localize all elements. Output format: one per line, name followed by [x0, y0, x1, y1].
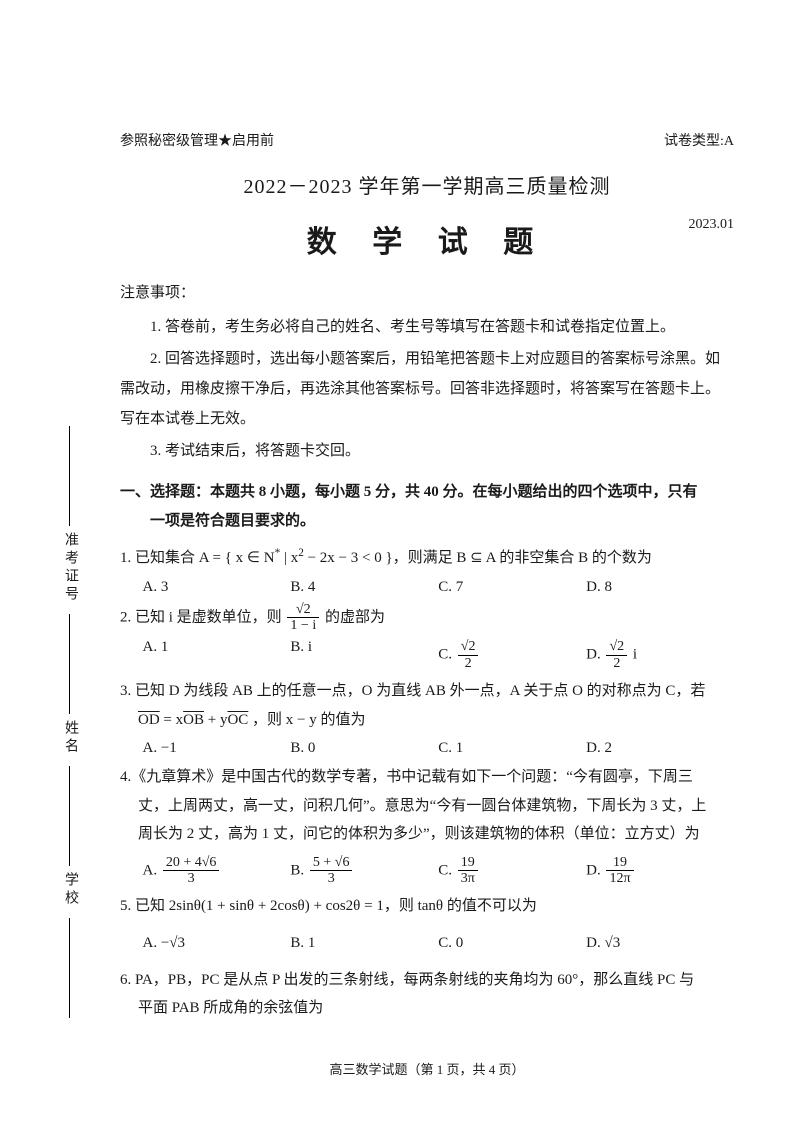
q1-stem-c: − 2x − 3 < 0 }，则满足 B ⊆ A 的非空集合 B 的个数为: [304, 550, 652, 566]
q5-opt-d: D. √3: [586, 935, 734, 952]
question-1: 1. 已知集合 A = { x ∈ N* | x2 − 2x − 3 < 0 }…: [120, 543, 734, 573]
q2-stem-a: 2. 已知 i 是虚数单位，则: [120, 609, 285, 625]
exam-title-line2: 数 学 试 题: [307, 217, 548, 261]
q3-options: A. −1 B. 0 C. 1 D. 2: [143, 740, 735, 757]
instruction-3: 3. 考试结束后，将答题卡交回。: [120, 436, 734, 466]
part-a-heading: 一、选择题：本题共 8 小题，每小题 5 分，共 40 分。在每小题给出的四个选…: [120, 478, 734, 535]
q1-opt-b: B. 4: [290, 579, 438, 596]
q2-opt-b: B. i: [290, 639, 438, 671]
exam-date: 2023.01: [689, 217, 735, 233]
q4-opt-b: B. 5 + √63: [290, 855, 438, 887]
paper-type-label: 试卷类型:A: [664, 130, 734, 150]
question-5: 5. 已知 2sinθ(1 + sinθ + 2cosθ) + cos2θ = …: [120, 892, 734, 921]
q1-stem-b: | x: [280, 550, 298, 566]
part-a-heading-l2: 一项是符合题目要求的。: [120, 507, 734, 536]
question-4: 4.《九章算术》是中国古代的数学专著，书中记载有如下一个问题：“今有圆亭，下周三…: [120, 763, 734, 849]
q2-options: A. 1 B. i C. √22 D. √22 i: [143, 639, 735, 671]
q2-frac: √21 − i: [287, 602, 319, 634]
q4-stem2: 丈，上周两丈，高一丈，问积几何”。意思为“今有一圆台体建筑物，下周长为 3 丈，…: [138, 792, 734, 821]
q2-opt-c: C. √22: [438, 639, 586, 671]
instruction-1: 1. 答卷前，考生务必将自己的姓名、考生号等填写在答题卡和试卷指定位置上。: [120, 312, 734, 342]
q5-opt-a: A. −√3: [143, 935, 291, 952]
exam-title-line1: 2022－2023 学年第一学期高三质量检测: [120, 170, 734, 199]
q3-opt-c: C. 1: [438, 740, 586, 757]
q3-stem1: 3. 已知 D 为线段 AB 上的任意一点，O 为直线 AB 外一点，A 关于点…: [120, 683, 705, 699]
q3-opt-b: B. 0: [290, 740, 438, 757]
q6-stem2: 平面 PAB 所成角的余弦值为: [138, 994, 734, 1023]
q3-opt-a: A. −1: [143, 740, 291, 757]
q1-opt-c: C. 7: [438, 579, 586, 596]
page-footer: 高三数学试题（第 1 页，共 4 页）: [120, 1059, 734, 1078]
part-a-heading-l1: 一、选择题：本题共 8 小题，每小题 5 分，共 40 分。在每小题给出的四个选…: [120, 484, 698, 500]
q2-opt-a: A. 1: [143, 639, 291, 671]
q1-opt-d: D. 8: [586, 579, 734, 596]
q1-stem-a: 1. 已知集合 A = { x ∈ N: [120, 550, 275, 566]
q4-stem1: 4.《九章算术》是中国古代的数学专著，书中记载有如下一个问题：“今有圆亭，下周三: [120, 769, 693, 785]
question-2: 2. 已知 i 是虚数单位，则 √21 − i 的虚部为: [120, 602, 734, 634]
q4-opt-c: C. 193π: [438, 855, 586, 887]
q6-stem1: 6. PA，PB，PC 是从点 P 出发的三条射线，每两条射线的夹角均为 60°…: [120, 972, 694, 988]
q2-opt-d: D. √22 i: [586, 639, 734, 671]
instruction-2: 2. 回答选择题时，选出每小题答案后，用铅笔把答题卡上对应题目的答案标号涂黑。如…: [120, 344, 734, 434]
q1-options: A. 3 B. 4 C. 7 D. 8: [143, 579, 735, 596]
q5-opt-b: B. 1: [290, 935, 438, 952]
question-3: 3. 已知 D 为线段 AB 上的任意一点，O 为直线 AB 外一点，A 关于点…: [120, 677, 734, 734]
q5-opt-c: C. 0: [438, 935, 586, 952]
q2-stem-b: 的虚部为: [325, 609, 385, 625]
q5-options: A. −√3 B. 1 C. 0 D. √3: [143, 935, 735, 952]
confidential-label: 参照秘密级管理★启用前: [120, 130, 274, 150]
question-6: 6. PA，PB，PC 是从点 P 出发的三条射线，每两条射线的夹角均为 60°…: [120, 966, 734, 1023]
q4-opt-d: D. 1912π: [586, 855, 734, 887]
q4-opt-a: A. 20 + 4√63: [143, 855, 291, 887]
q4-stem3: 周长为 2 丈，高为 1 丈，问它的体积为多少”，则该建筑物的体积（单位：立方丈…: [138, 820, 734, 849]
q4-options: A. 20 + 4√63 B. 5 + √63 C. 193π D. 1912π: [143, 855, 735, 887]
q1-opt-a: A. 3: [143, 579, 291, 596]
instructions-heading: 注意事项：: [120, 281, 734, 302]
q3-opt-d: D. 2: [586, 740, 734, 757]
